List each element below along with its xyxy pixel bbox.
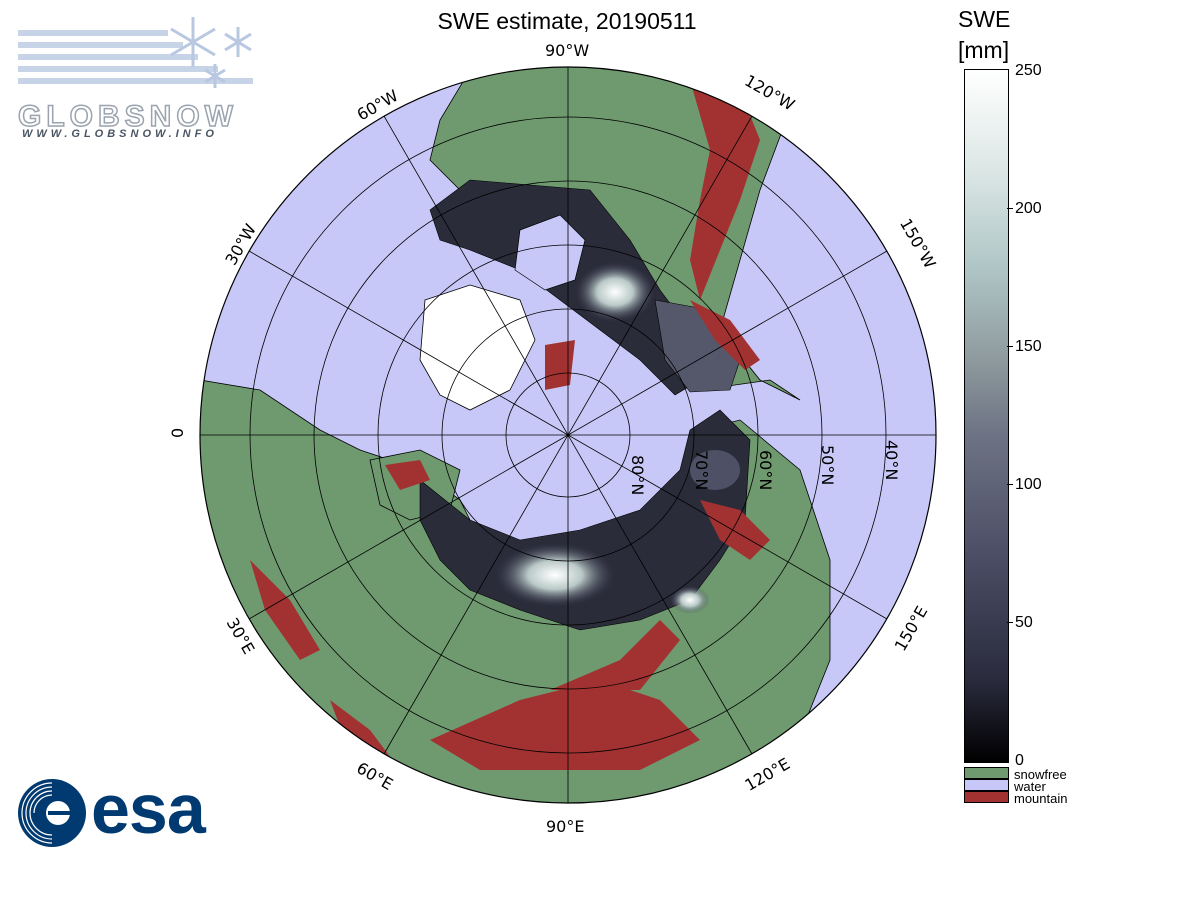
esa-wordmark: esa [91, 770, 206, 848]
mountain-alps [250, 560, 320, 660]
mountain-greenland-tip [545, 340, 575, 390]
lon-label-150e: 150°E [891, 603, 932, 655]
esa-emblem-icon [18, 779, 86, 847]
legend-swatch-snowfree [964, 767, 1009, 779]
colorbar-title-line1: SWE [958, 6, 1011, 32]
map-title: SWE estimate, 20190511 [437, 8, 697, 34]
legend-swatch-mountain [964, 791, 1009, 803]
legend-label-snowfree: snowfree [1014, 767, 1067, 782]
esa-logo: esa [16, 770, 226, 855]
lon-label-90w: 90°W [545, 41, 589, 60]
colorbar-tick [1007, 208, 1013, 209]
colorbar-label: 100 [1015, 476, 1042, 493]
snow-eurasia-peak [495, 543, 615, 607]
mountain-central-asia [550, 620, 680, 690]
lon-label-120e: 120°E [741, 754, 793, 795]
mountain-rockies [690, 80, 760, 300]
legend-swatch-water [964, 779, 1009, 791]
colorbar-title: SWE [mm] [958, 4, 1010, 66]
lat-label-80n: 80°N [628, 455, 647, 495]
legend-label-mountain: mountain [1014, 791, 1068, 806]
lat-label-70n: 70°N [692, 450, 711, 490]
colorbar-tick [1007, 622, 1013, 623]
colorbar-tick [1007, 484, 1013, 485]
globsnow-wordmark: GLOBSNOW [17, 99, 238, 134]
colorbar-title-line2: [mm] [958, 37, 1010, 63]
colorbar [964, 69, 1009, 763]
snow-eurasia-east [690, 450, 740, 490]
hudson-bay-water [514, 214, 586, 291]
mountain-verkhoyansk [700, 500, 770, 560]
map-disc-outline [199, 66, 937, 804]
legend-label-water: water [1014, 779, 1046, 794]
colorbar-label: 250 [1015, 62, 1042, 79]
lat-label-50n: 50°N [818, 445, 837, 485]
colorbar-label: 150 [1015, 338, 1042, 355]
globsnow-logo: GLOBSNOW WWW.GLOBSNOW.INFO [17, 12, 263, 142]
snowflake-icon [170, 17, 252, 88]
colorbar-label: 0 [1015, 752, 1024, 769]
colorbar-label: 50 [1015, 614, 1033, 631]
lon-label-150w: 150°W [896, 215, 940, 272]
lon-label-0: 0 [168, 428, 187, 438]
colorbar-label: 200 [1015, 200, 1042, 217]
colorbar-tick [1007, 346, 1013, 347]
mountain-alaska [690, 300, 760, 370]
lat-label-60n: 60°N [756, 450, 775, 490]
snow-na-peak [575, 262, 655, 322]
lon-label-60e: 60°E [353, 758, 396, 794]
mountain-himalaya [430, 680, 700, 770]
globsnow-url: WWW.GLOBSNOW.INFO [22, 128, 218, 140]
lon-label-90e: 90°E [546, 817, 584, 836]
graticule [200, 67, 936, 803]
lat-label-40n: 40°N [882, 440, 901, 480]
snow-eurasia-peak2 [670, 586, 710, 614]
lon-label-120w: 120°W [741, 71, 798, 115]
mountain-scandinavia [385, 460, 430, 490]
